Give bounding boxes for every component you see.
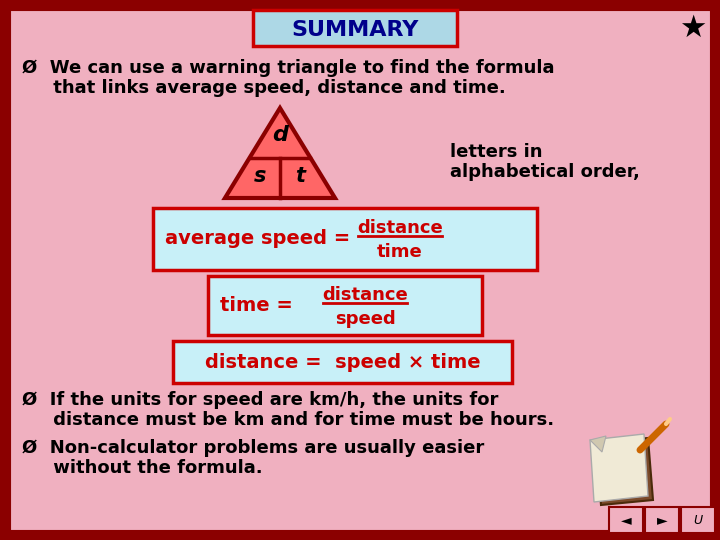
Text: Ø  Non-calculator problems are usually easier: Ø Non-calculator problems are usually ea…	[22, 439, 485, 457]
Text: without the formula.: without the formula.	[22, 459, 263, 477]
Polygon shape	[590, 436, 606, 452]
Polygon shape	[590, 434, 648, 502]
FancyBboxPatch shape	[645, 507, 679, 533]
Text: distance =  speed × time: distance = speed × time	[204, 353, 480, 372]
FancyBboxPatch shape	[208, 276, 482, 335]
Text: U: U	[693, 514, 703, 526]
Text: alphabetical order,: alphabetical order,	[450, 163, 640, 181]
Text: Ø  If the units for speed are km/h, the units for: Ø If the units for speed are km/h, the u…	[22, 391, 498, 409]
Text: distance must be km and for time must be hours.: distance must be km and for time must be…	[22, 411, 554, 429]
Text: Ø  We can use a warning triangle to find the formula: Ø We can use a warning triangle to find …	[22, 59, 554, 77]
FancyBboxPatch shape	[253, 10, 457, 46]
Text: average speed =: average speed =	[165, 230, 357, 248]
Text: s: s	[254, 166, 266, 186]
Text: time =: time =	[220, 296, 300, 315]
Text: time: time	[377, 243, 423, 261]
Text: SUMMARY: SUMMARY	[292, 20, 419, 40]
Text: d: d	[272, 125, 288, 145]
FancyBboxPatch shape	[153, 208, 537, 270]
FancyBboxPatch shape	[173, 341, 512, 383]
Text: distance: distance	[357, 219, 443, 237]
Text: ★: ★	[679, 14, 707, 43]
Text: t: t	[294, 166, 305, 186]
Text: ◄: ◄	[621, 513, 631, 527]
Polygon shape	[225, 108, 335, 198]
FancyBboxPatch shape	[681, 507, 715, 533]
Text: letters in: letters in	[450, 143, 542, 161]
Text: distance: distance	[322, 286, 408, 303]
FancyBboxPatch shape	[609, 507, 643, 533]
Text: that links average speed, distance and time.: that links average speed, distance and t…	[22, 79, 505, 97]
Polygon shape	[596, 438, 653, 505]
Text: speed: speed	[335, 309, 395, 327]
Text: ►: ►	[657, 513, 667, 527]
